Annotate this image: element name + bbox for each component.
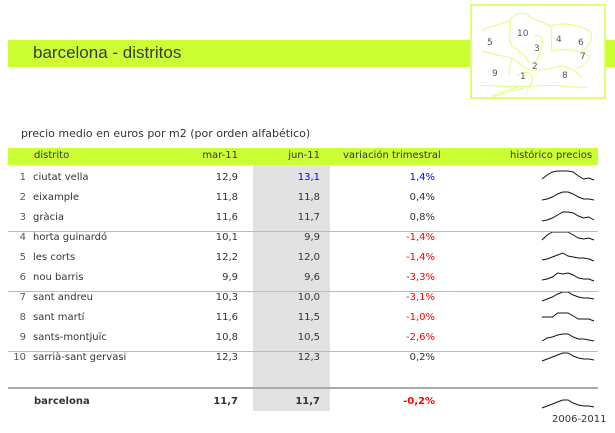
sparkline-icon bbox=[541, 399, 595, 409]
price-jun: 9,9 bbox=[304, 232, 320, 243]
sparkline-icon bbox=[541, 352, 595, 362]
total-mar: 11,7 bbox=[213, 396, 238, 407]
district-name[interactable]: sants-montjuïc bbox=[33, 332, 107, 343]
row-index: 10 bbox=[13, 352, 26, 363]
row-index: 3 bbox=[19, 212, 26, 223]
district-name[interactable]: sant martí bbox=[33, 312, 85, 323]
total-name: barcelona bbox=[34, 396, 90, 407]
variation-value: -1,0% bbox=[405, 312, 435, 323]
map-district-label[interactable]: 7 bbox=[580, 52, 586, 62]
column-header-history[interactable]: histórico precios bbox=[510, 150, 593, 161]
district-name[interactable]: sant andreu bbox=[33, 292, 93, 303]
sparkline-icon bbox=[542, 312, 595, 322]
price-jun: 9,6 bbox=[304, 272, 320, 283]
row-index: 1 bbox=[19, 172, 26, 183]
map-district-label[interactable]: 3 bbox=[534, 44, 540, 54]
row-index: 5 bbox=[19, 252, 26, 263]
total-divider bbox=[8, 387, 598, 389]
total-jun: 11,7 bbox=[295, 396, 320, 407]
price-jun: 11,7 bbox=[297, 212, 320, 223]
map-district-label[interactable]: 1 bbox=[520, 72, 526, 82]
price-mar: 12,3 bbox=[215, 352, 238, 363]
district-name[interactable]: eixample bbox=[33, 192, 79, 203]
district-name[interactable]: gràcia bbox=[33, 212, 64, 223]
price-jun: 10,0 bbox=[297, 292, 320, 303]
price-mar: 11,6 bbox=[215, 212, 238, 223]
map-district-label[interactable]: 5 bbox=[487, 38, 493, 48]
row-index: 9 bbox=[19, 332, 26, 343]
group-divider bbox=[8, 351, 598, 352]
price-mar: 12,9 bbox=[215, 172, 238, 183]
sparkline-icon bbox=[541, 170, 595, 181]
row-index: 8 bbox=[19, 312, 26, 323]
district-name[interactable]: les corts bbox=[33, 252, 76, 263]
price-jun: 12,0 bbox=[297, 252, 320, 263]
row-index: 6 bbox=[19, 272, 26, 283]
column-header-jun[interactable]: jun-11 bbox=[288, 150, 320, 161]
district-map[interactable]: 10 5 3 4 6 7 2 9 1 8 bbox=[470, 4, 606, 99]
price-jun: 13,1 bbox=[297, 172, 320, 183]
map-district-label[interactable]: 4 bbox=[556, 35, 562, 45]
map-district-label[interactable]: 6 bbox=[578, 38, 584, 48]
price-jun: 12,3 bbox=[297, 352, 320, 363]
table-header bbox=[8, 148, 598, 165]
total-variation: -0,2% bbox=[403, 396, 435, 407]
price-mar: 10,1 bbox=[215, 232, 238, 243]
variation-value: -2,6% bbox=[405, 332, 435, 343]
map-district-label[interactable]: 2 bbox=[532, 62, 538, 72]
price-mar: 10,8 bbox=[215, 332, 238, 343]
table-subtitle: precio medio en euros por m2 (por orden … bbox=[21, 127, 311, 140]
sparkline-icon bbox=[541, 231, 595, 241]
row-index: 7 bbox=[19, 292, 26, 303]
district-name[interactable]: sarrià-sant gervasi bbox=[33, 352, 127, 363]
map-district-label[interactable]: 8 bbox=[562, 71, 568, 81]
price-mar: 9,9 bbox=[222, 272, 238, 283]
price-mar: 12,2 bbox=[215, 252, 238, 263]
district-name[interactable]: nou barris bbox=[33, 272, 84, 283]
sparkline-icon bbox=[541, 333, 595, 342]
variation-value: 1,4% bbox=[409, 172, 435, 183]
column-header-district[interactable]: distrito bbox=[34, 150, 70, 161]
price-mar: 11,8 bbox=[215, 192, 238, 203]
column-header-variation[interactable]: variación trimestral bbox=[343, 150, 441, 161]
variation-value: 0,8% bbox=[409, 212, 435, 223]
price-mar: 10,3 bbox=[215, 292, 238, 303]
sparkline-icon bbox=[541, 272, 595, 282]
map-district-label[interactable]: 9 bbox=[492, 69, 498, 79]
page-title: barcelona - distritos bbox=[33, 43, 182, 62]
variation-value: 0,2% bbox=[409, 352, 435, 363]
map-district-label[interactable]: 10 bbox=[517, 29, 529, 39]
variation-value: -3,3% bbox=[405, 272, 435, 283]
group-divider bbox=[8, 231, 598, 232]
sparkline-icon bbox=[541, 211, 595, 222]
row-index: 2 bbox=[19, 192, 26, 203]
row-index: 4 bbox=[19, 232, 26, 243]
variation-value: 0,4% bbox=[409, 192, 435, 203]
sparkline-icon bbox=[541, 191, 595, 201]
highlighted-column-jun bbox=[253, 165, 330, 411]
price-jun: 11,8 bbox=[297, 192, 320, 203]
sparkline-icon bbox=[541, 252, 595, 262]
period-label: 2006-2011 bbox=[552, 414, 607, 425]
district-name[interactable]: ciutat vella bbox=[33, 172, 89, 183]
variation-value: -1,4% bbox=[405, 232, 435, 243]
group-divider bbox=[8, 291, 598, 292]
district-name[interactable]: horta guinardó bbox=[33, 232, 108, 243]
sparkline-icon bbox=[541, 291, 595, 302]
price-jun: 11,5 bbox=[297, 312, 320, 323]
variation-value: -3,1% bbox=[405, 292, 435, 303]
price-mar: 11,6 bbox=[215, 312, 238, 323]
variation-value: -1,4% bbox=[405, 252, 435, 263]
price-jun: 10,5 bbox=[297, 332, 320, 343]
district-map-icon: 10 5 3 4 6 7 2 9 1 8 bbox=[479, 12, 593, 98]
column-header-mar[interactable]: mar-11 bbox=[202, 150, 238, 161]
